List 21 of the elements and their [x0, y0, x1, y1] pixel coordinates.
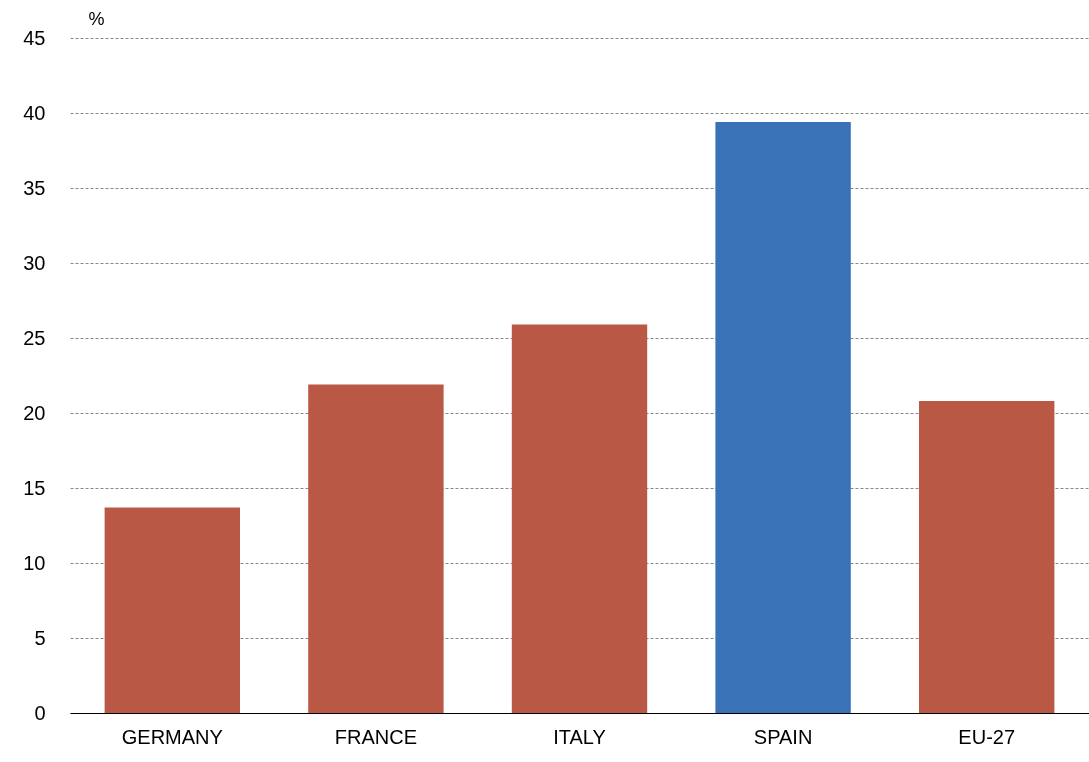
- y-tick-label: 20: [23, 401, 46, 424]
- bar: [308, 384, 444, 713]
- bar: [919, 401, 1055, 713]
- y-tick-label: 0: [34, 701, 46, 724]
- y-tick-label: 35: [23, 176, 46, 199]
- bar: [104, 507, 240, 713]
- y-tick-label: 10: [23, 551, 46, 574]
- x-tick-label: FRANCE: [334, 725, 418, 748]
- y-axis-title: %: [88, 8, 105, 29]
- y-tick-label: 40: [23, 101, 46, 124]
- bar: [511, 324, 648, 713]
- x-tick-label: ITALY: [553, 725, 606, 748]
- x-tick-label: GERMANY: [121, 725, 223, 748]
- x-tick-label: EU-27: [958, 725, 1016, 748]
- y-tick-label: 25: [23, 326, 46, 349]
- bar: [715, 122, 851, 713]
- y-tick-label: 5: [34, 626, 46, 649]
- y-tick-label: 30: [23, 251, 46, 274]
- x-tick-label: SPAIN: [753, 725, 813, 748]
- y-tick-label: 15: [23, 476, 46, 499]
- y-tick-label: 45: [23, 26, 46, 49]
